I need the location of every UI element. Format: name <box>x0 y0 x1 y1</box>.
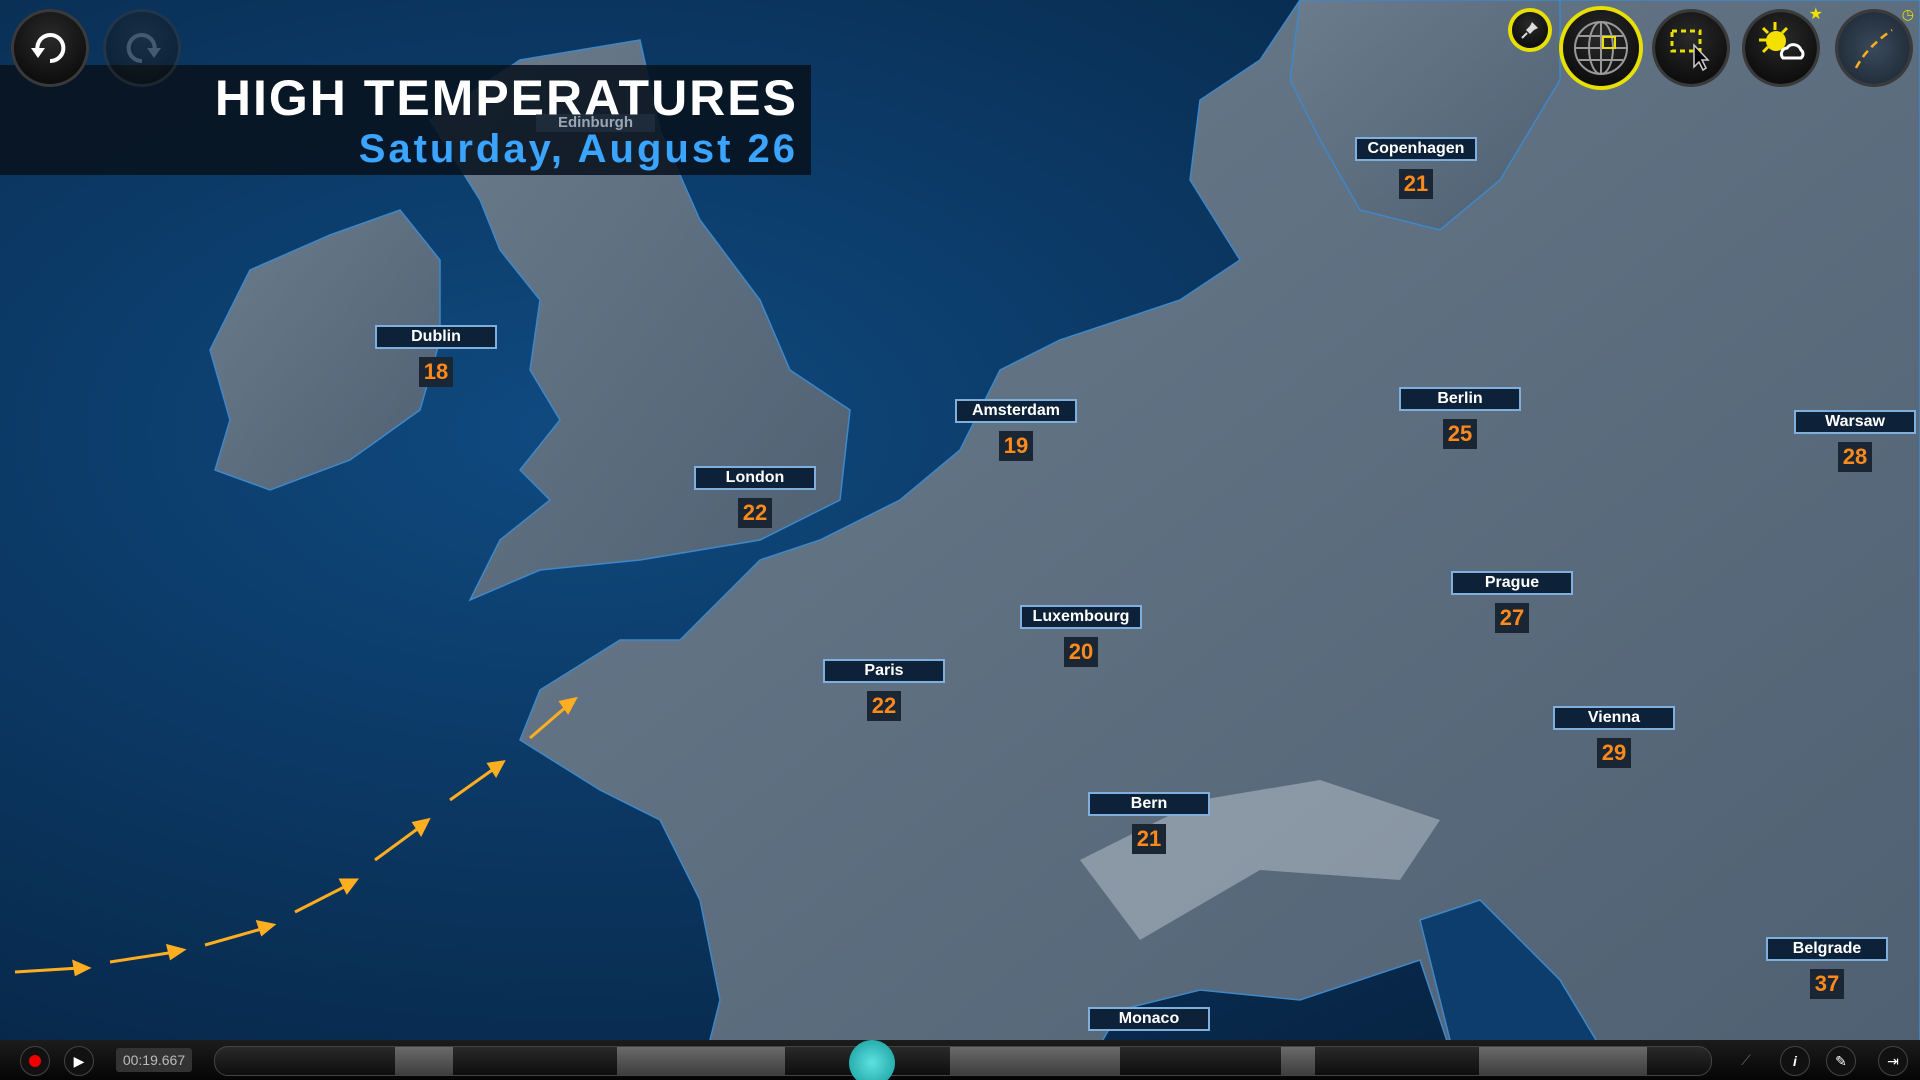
city-marker-warsaw[interactable]: Warsaw 28 <box>1794 410 1916 472</box>
city-marker-copenhagen[interactable]: Copenhagen 21 <box>1355 137 1477 199</box>
city-temp: 37 <box>1810 969 1844 999</box>
city-temp: 18 <box>419 357 453 387</box>
globe-icon <box>1574 21 1628 75</box>
title-panel: HIGH TEMPERATURES Saturday, August 26 <box>0 65 811 175</box>
continent <box>519 0 1920 1080</box>
timeline-segment <box>1281 1047 1315 1075</box>
city-name: London <box>694 466 816 490</box>
city-marker-amsterdam[interactable]: Amsterdam 19 <box>955 399 1077 461</box>
city-name: Belgrade <box>1766 937 1888 961</box>
info-icon: i <box>1793 1053 1797 1069</box>
city-temp: 29 <box>1597 738 1631 768</box>
page-title: HIGH TEMPERATURES <box>214 70 798 126</box>
redo-icon <box>126 33 161 64</box>
city-marker-london[interactable]: London 22 <box>694 466 816 528</box>
city-marker-berlin[interactable]: Berlin 25 <box>1399 387 1521 449</box>
city-marker-dublin[interactable]: Dublin 18 <box>375 325 497 387</box>
city-name: Vienna <box>1553 706 1675 730</box>
city-temp: 27 <box>1495 603 1529 633</box>
city-temp: 28 <box>1838 442 1872 472</box>
city-temp: 21 <box>1132 824 1166 854</box>
great-britain <box>428 39 851 602</box>
city-marker-belgrade[interactable]: Belgrade 37 <box>1766 937 1888 999</box>
city-name: Warsaw <box>1794 410 1916 434</box>
track-tool-icon: ⟋ <box>1741 1051 1751 1068</box>
timeline-segment <box>395 1047 453 1075</box>
city-temp: 21 <box>1399 169 1433 199</box>
undo-button[interactable] <box>14 12 86 84</box>
city-temp: 19 <box>999 431 1033 461</box>
city-name: Paris <box>823 659 945 683</box>
scandinavia <box>1289 0 1561 231</box>
favorite-star-icon: ★ <box>1808 6 1823 23</box>
time-readout: 00:19.667 <box>116 1048 192 1072</box>
city-name: Berlin <box>1399 387 1521 411</box>
pen-icon: ✎ <box>1835 1052 1847 1069</box>
track-icon <box>1854 28 1893 69</box>
timeline-segment <box>617 1047 785 1075</box>
record-button[interactable] <box>20 1046 50 1076</box>
region-select-button[interactable] <box>1655 12 1727 84</box>
timeline-segment <box>1479 1047 1647 1075</box>
exit-icon: ⇥ <box>1887 1052 1899 1069</box>
city-marker-bern[interactable]: Bern 21 <box>1088 792 1210 854</box>
city-temp: 20 <box>1064 637 1098 667</box>
clock-icon: ◷ <box>1901 6 1914 22</box>
city-name: Bern <box>1088 792 1210 816</box>
weather-layers-button[interactable]: ★ <box>1745 6 1823 84</box>
redo-button[interactable] <box>106 12 178 84</box>
city-name: Copenhagen <box>1355 137 1477 161</box>
info-button[interactable]: i <box>1780 1046 1810 1076</box>
timeline-segment <box>950 1047 1120 1075</box>
alps <box>1080 780 1440 940</box>
globe-button[interactable] <box>1563 10 1639 86</box>
city-marker-prague[interactable]: Prague 27 <box>1451 571 1573 633</box>
edinburgh-label: Edinburgh <box>536 114 655 132</box>
city-marker-monaco[interactable]: Monaco <box>1088 1007 1210 1031</box>
date-subtitle: Saturday, August 26 <box>358 127 798 171</box>
timeline-scrubber[interactable] <box>214 1046 1712 1076</box>
weather-icon <box>1759 22 1805 60</box>
pin-button[interactable] <box>1512 12 1548 48</box>
track-tool-button[interactable]: ⟋ <box>1732 1046 1760 1074</box>
record-icon <box>29 1055 41 1067</box>
city-name: Amsterdam <box>955 399 1077 423</box>
storm-track-arrows <box>14 696 578 977</box>
city-marker-vienna[interactable]: Vienna 29 <box>1553 706 1675 768</box>
playback-bar: ▶ 00:19.667 ⟋ i ✎ ⇥ <box>0 1040 1920 1080</box>
city-temp: 22 <box>738 498 772 528</box>
city-name: Prague <box>1451 571 1573 595</box>
city-name: Monaco <box>1088 1007 1210 1031</box>
undo-icon <box>31 33 66 64</box>
city-temp: 22 <box>867 691 901 721</box>
timeline-playhead[interactable] <box>849 1040 896 1080</box>
ireland <box>209 209 441 491</box>
storm-track-button[interactable]: ◷ <box>1838 6 1914 84</box>
draw-button[interactable]: ✎ <box>1826 1046 1856 1076</box>
exit-button[interactable]: ⇥ <box>1878 1046 1908 1076</box>
pin-icon <box>1521 22 1538 39</box>
city-marker-paris[interactable]: Paris 22 <box>823 659 945 721</box>
play-button[interactable]: ▶ <box>64 1046 94 1076</box>
play-icon: ▶ <box>73 1052 85 1069</box>
city-name: Dublin <box>375 325 497 349</box>
region-select-icon <box>1670 29 1710 72</box>
city-marker-luxembourg[interactable]: Luxembourg 20 <box>1020 605 1142 667</box>
city-temp: 25 <box>1443 419 1477 449</box>
city-name: Luxembourg <box>1020 605 1142 629</box>
